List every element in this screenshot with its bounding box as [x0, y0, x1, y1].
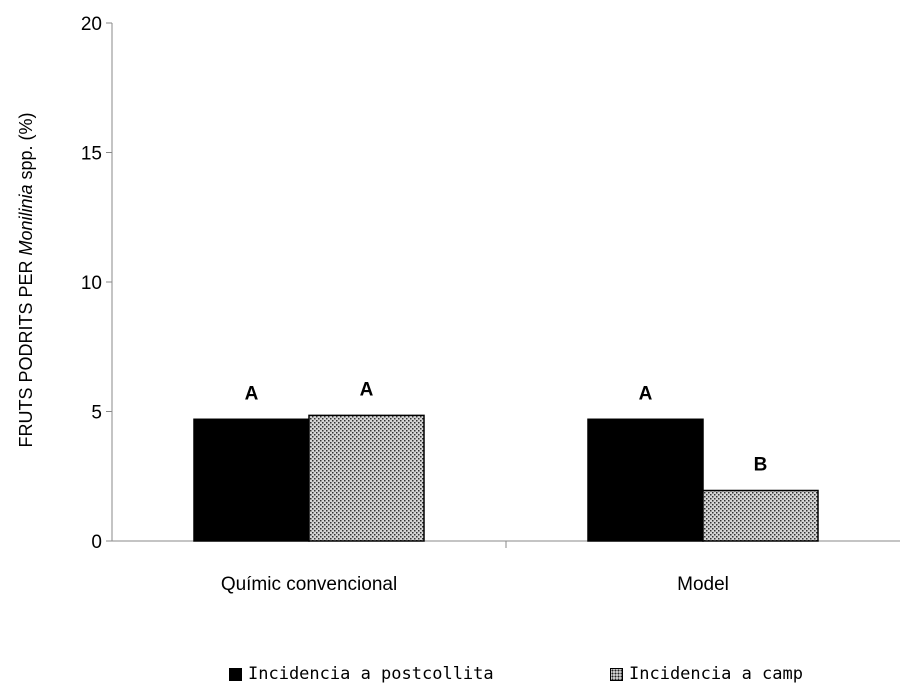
y-tick-label: 20 — [81, 14, 102, 35]
y-tick-label: 15 — [81, 144, 102, 165]
y-tick-label: 5 — [91, 403, 102, 424]
y-tick-label: 0 — [91, 532, 102, 553]
legend-swatch-hatch-icon — [610, 667, 623, 681]
x-category-label: Químic convencional — [221, 574, 397, 595]
legend-label-camp: Incidencia a camp — [629, 664, 803, 684]
x-category-label: Model — [677, 574, 729, 595]
bar — [193, 418, 310, 542]
bars-group — [193, 414, 819, 542]
legend-item-postcollita: Incidencia a postcollita — [229, 664, 494, 684]
significance-letter: A — [245, 383, 259, 404]
bar-chart: 0 5 10 15 20 A A Químic convencional A B Model FR… — [16, 14, 900, 595]
legend-label-postcollita: Incidencia a postcollita — [248, 664, 494, 684]
labels-group: A A Químic convencional A B Model — [221, 379, 768, 595]
significance-letter: A — [360, 379, 374, 400]
significance-letter: B — [754, 454, 768, 475]
significance-letter: A — [639, 383, 653, 404]
legend-swatch-solid-icon — [229, 667, 242, 681]
y-axis-label: FRUTS PODRITS PER Monilinia spp. (%) — [16, 112, 36, 447]
legend-item-camp: Incidencia a camp — [610, 664, 803, 684]
bar — [702, 489, 819, 542]
bar — [587, 418, 704, 542]
bar — [308, 414, 425, 542]
legend: Incidencia a postcollita Incidencia a ca… — [0, 664, 900, 688]
y-tick-label: 10 — [81, 273, 102, 294]
